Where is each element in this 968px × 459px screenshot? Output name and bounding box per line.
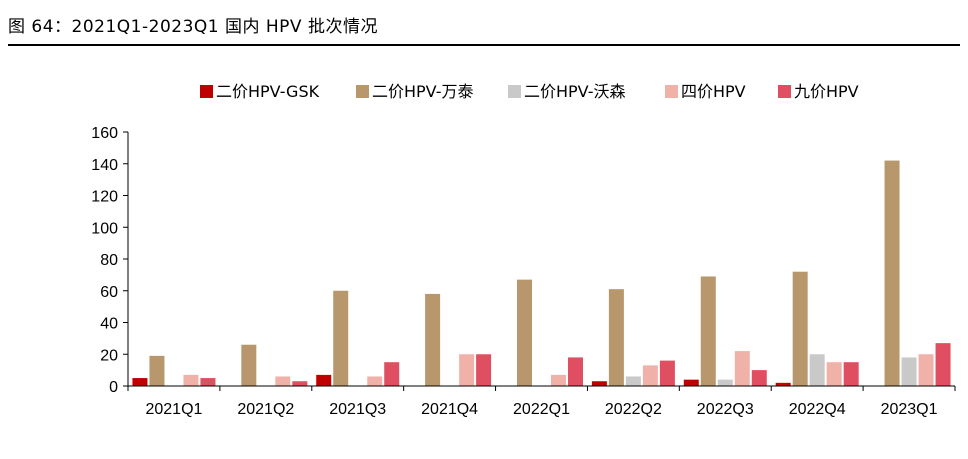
bar-3-5 [642, 365, 658, 386]
figure-title: 图 64：2021Q1-2023Q1 国内 HPV 批次情况 [8, 17, 378, 37]
bar-1-1 [241, 344, 257, 386]
x-axis: 2021Q1 2021Q2 2021Q3 2021Q4 2022Q1 2022Q2 2022… [127, 385, 956, 418]
bar-3-4 [551, 374, 566, 386]
legend-label: 二价HPV-万泰 [372, 82, 473, 101]
legend-label: 二价HPV-沃森 [524, 82, 625, 101]
bar-0-5 [591, 381, 607, 386]
bar-4-1 [292, 381, 308, 386]
bar-2-5 [625, 376, 641, 386]
y-tick-label: 40 [100, 316, 118, 333]
x-tick-label: 2023Q1 [881, 401, 938, 418]
bar-1-7 [792, 271, 808, 386]
bar-1-4 [517, 279, 532, 386]
x-tick-label: 2022Q3 [697, 401, 754, 418]
x-tick-label: 2022Q4 [789, 401, 846, 418]
x-tick-label: 2022Q1 [513, 401, 570, 418]
bar-4-2 [384, 362, 400, 386]
bar-4-7 [843, 362, 859, 386]
y-tick-label: 80 [100, 252, 118, 269]
bar-1-0 [149, 355, 165, 386]
legend-label: 二价HPV-GSK [216, 82, 320, 101]
bar-0-7 [775, 382, 791, 386]
y-tick-label: 160 [91, 125, 118, 142]
legend-swatch [508, 85, 521, 98]
bar-3-7 [826, 362, 842, 386]
bar-4-0 [200, 378, 216, 386]
x-tick-label: 2021Q2 [237, 401, 294, 418]
y-tick-label: 140 [91, 157, 118, 174]
y-tick-label: 20 [100, 347, 118, 364]
bar-1-5 [608, 289, 624, 386]
bar-3-3 [459, 354, 475, 386]
x-tick-label: 2022Q2 [605, 401, 662, 418]
title-divider [8, 44, 960, 46]
y-tick-label: 100 [91, 220, 118, 237]
bar-3-1 [275, 376, 291, 386]
x-tick-label: 2021Q3 [329, 401, 386, 418]
bar-4-3 [476, 354, 492, 386]
bar-2-8 [901, 357, 917, 386]
y-axis: 0 20 40 60 80 100 120 140 160 [91, 125, 129, 396]
x-tick-label: 2021Q4 [421, 401, 478, 418]
legend: 二价HPV-GSK 二价HPV-万泰 二价HPV-沃森 四价HPV 九价HPV [200, 82, 859, 101]
legend-swatch [356, 85, 369, 98]
bar-2-7 [809, 354, 825, 386]
bar-1-6 [700, 276, 716, 386]
bar-1-2 [333, 290, 349, 386]
x-tick-label: 2021Q1 [145, 401, 202, 418]
bar-3-0 [183, 374, 199, 386]
bar-4-8 [935, 343, 951, 386]
bar-2-6 [717, 379, 733, 386]
bar-4-6 [751, 370, 767, 386]
bar-3-8 [918, 354, 934, 386]
bar-0-6 [683, 379, 699, 386]
bar-4-5 [659, 360, 675, 386]
y-tick-label: 0 [109, 379, 118, 396]
legend-swatch [778, 85, 791, 98]
bar-1-3 [425, 293, 441, 386]
y-tick-label: 120 [91, 189, 118, 206]
bars [132, 160, 951, 386]
legend-swatch [665, 85, 678, 98]
bar-0-2 [316, 374, 332, 386]
bar-3-6 [734, 351, 750, 386]
bar-1-8 [884, 160, 900, 386]
legend-swatch [200, 85, 213, 98]
bar-3-2 [367, 376, 383, 386]
legend-label: 九价HPV [794, 82, 859, 101]
bar-0-0 [132, 378, 148, 386]
y-tick-label: 60 [100, 284, 118, 301]
legend-label: 四价HPV [681, 82, 746, 101]
bar-4-4 [568, 357, 583, 386]
